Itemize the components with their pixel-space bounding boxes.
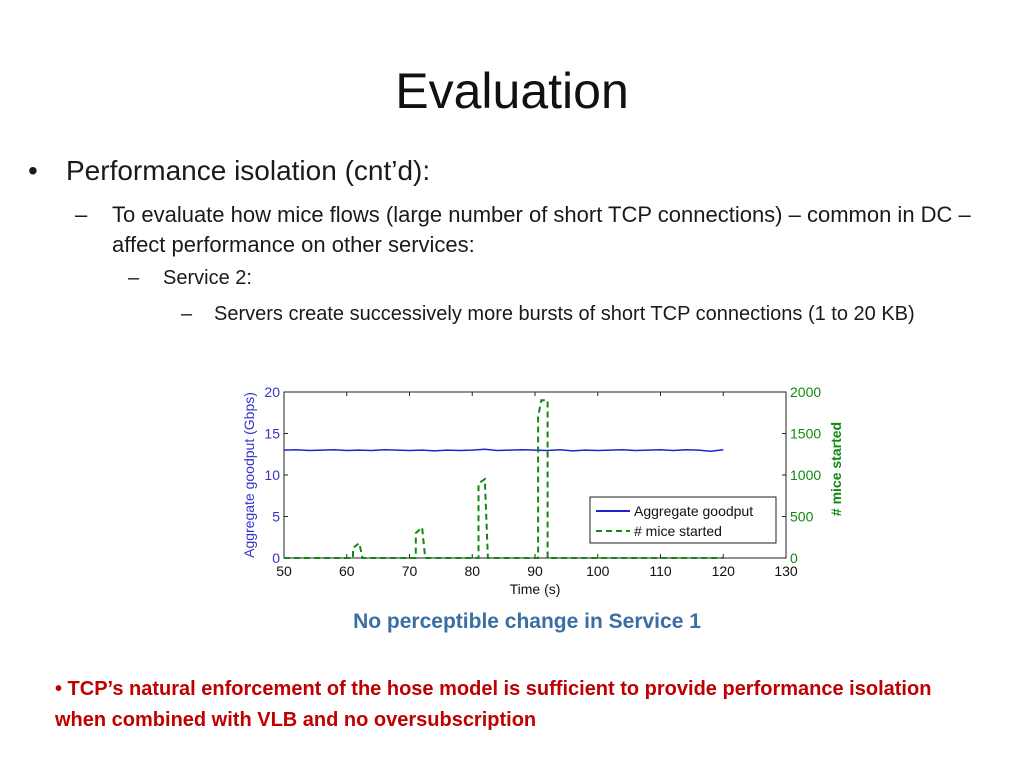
y-left-tick-label: 20 <box>264 384 280 400</box>
goodput-chart: 50 60 70 80 90 100 110 120 130 0 5 10 15 20 0 500 1000 15… <box>230 372 850 607</box>
legend-label: Aggregate goodput <box>634 503 753 519</box>
goodput-series-line <box>283 448 724 453</box>
x-tick-label: 120 <box>712 563 736 579</box>
bullet-marker: • <box>28 155 38 186</box>
y-right-tick-label: 500 <box>790 509 814 525</box>
x-tick-label: 90 <box>527 563 543 579</box>
legend-label: # mice started <box>634 523 722 539</box>
y-left-tick-label: 0 <box>272 550 280 566</box>
legend-box <box>589 496 777 544</box>
bullet-marker: – <box>181 303 193 325</box>
x-tick-label: 80 <box>464 563 480 579</box>
y-left-tick-label: 5 <box>272 509 280 525</box>
bullet-text: Servers create successively more bursts … <box>214 303 915 325</box>
x-tick-label: 100 <box>586 563 610 579</box>
y-left-tick-label: 15 <box>264 426 280 442</box>
x-tick-label: 130 <box>774 563 798 579</box>
bullet-text: Performance isolation (cnt’d): <box>66 155 431 186</box>
y-right-tick-label: 1500 <box>790 426 821 442</box>
conclusion-text: • TCP’s natural enforcement of the hose … <box>55 678 932 731</box>
y-right-tick-label: 1000 <box>790 467 821 483</box>
bullet-marker: – <box>75 202 88 227</box>
y-right-axis-label: # mice started <box>828 422 844 516</box>
y-right-tick-label: 0 <box>790 550 798 566</box>
x-tick-label: 60 <box>339 563 355 579</box>
bullet-text: To evaluate how mice flows (large number… <box>112 202 971 257</box>
chart-svg: 50 60 70 80 90 100 110 120 130051015200500100015… <box>241 384 844 597</box>
bullet-text: Service 2: <box>163 267 252 289</box>
y-left-axis-label: Aggregate goodput (Gbps) <box>241 392 257 558</box>
bullet-marker: – <box>128 267 140 289</box>
bullet-level-1: • Performance isolation (cnt’d): <box>28 155 430 187</box>
mice-series-line <box>284 399 724 559</box>
y-right-tick-label: 2000 <box>790 384 821 400</box>
chart-note: No perceptible change in Service 1 <box>353 610 701 633</box>
x-tick-label: 50 <box>276 563 292 579</box>
bullet-level-4: – Servers create successively more burst… <box>181 300 991 328</box>
x-tick-label: 70 <box>402 563 418 579</box>
bullet-level-2: – To evaluate how mice flows (large numb… <box>75 200 975 260</box>
bullet-level-3: – Service 2: <box>128 267 252 290</box>
y-left-tick-label: 10 <box>264 467 280 483</box>
slide-title: Evaluation <box>395 63 629 119</box>
x-tick-label: 110 <box>649 563 672 579</box>
x-axis-label: Time (s) <box>510 581 561 597</box>
